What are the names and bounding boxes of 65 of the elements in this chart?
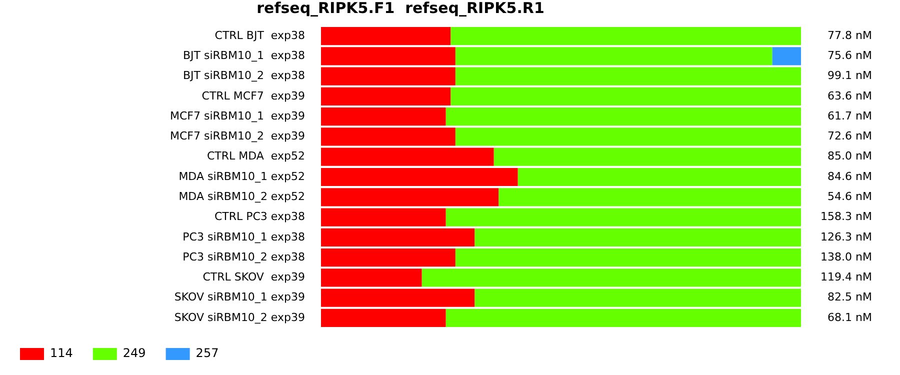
bar	[450, 27, 801, 46]
text: 99.1 nM	[828, 69, 872, 82]
text: 61.7 nM	[828, 109, 872, 122]
text: 77.8 nM	[828, 28, 872, 42]
y-tick-label: MDA siRBM10_2 exp52	[178, 190, 305, 203]
bar	[455, 47, 772, 66]
bar	[321, 188, 499, 206]
y-tick-label: CTRL MCF7 exp39	[202, 89, 305, 102]
bar	[455, 128, 801, 146]
bar	[422, 268, 801, 287]
bar	[498, 188, 801, 206]
bar	[321, 248, 456, 267]
text: 75.6 nM	[828, 49, 872, 62]
text: 63.6 nM	[828, 89, 872, 102]
text: 119.4 nM	[820, 270, 872, 284]
y-tick-label: SKOV siRBM10_1 exp39	[174, 290, 305, 304]
y-tick-label: CTRL BJT exp38	[214, 28, 305, 42]
y-tick-label: CTRL PC3 exp38	[214, 210, 305, 224]
bar	[321, 27, 451, 46]
text: 68.1 nM	[828, 310, 872, 324]
bar	[321, 108, 446, 126]
text: 84.6 nM	[828, 170, 872, 183]
text: 138.0 nM	[820, 250, 872, 264]
bar	[321, 288, 475, 307]
bar	[518, 168, 801, 186]
text: 54.6 nM	[828, 190, 872, 203]
y-tick-label: PC3 siRBM10_1 exp38	[182, 230, 305, 244]
text: 72.6 nM	[828, 130, 872, 143]
bar	[446, 308, 801, 327]
bar	[321, 87, 451, 106]
text: 126.3 nM	[820, 230, 872, 244]
bar	[446, 208, 801, 226]
bar	[321, 308, 446, 327]
y-tick-label: BJT siRBM10_2 exp38	[182, 69, 305, 82]
y-tick-label: BJT siRBM10_1 exp38	[182, 49, 305, 62]
bar	[455, 67, 801, 86]
bar	[321, 208, 446, 226]
bar	[474, 288, 801, 307]
text: 85.0 nM	[828, 150, 872, 163]
bar	[494, 148, 801, 166]
y-tick-label: CTRL SKOV exp39	[202, 270, 305, 284]
y-tick-label: CTRL MDA exp52	[206, 150, 305, 163]
legend-label: 114	[50, 346, 73, 360]
chart-title: refseq_RIPK5.F1 refseq_RIPK5.R1	[256, 0, 544, 17]
y-tick-label: MDA siRBM10_1 exp52	[178, 170, 305, 183]
bar	[321, 47, 456, 66]
y-tick-label: PC3 siRBM10_2 exp38	[182, 250, 305, 264]
bar	[321, 268, 422, 287]
bar	[450, 87, 801, 106]
y-tick-label: MCF7 siRBM10_1 exp39	[170, 109, 305, 122]
bar	[321, 168, 518, 186]
bar	[321, 228, 475, 246]
bar	[321, 148, 494, 166]
bar	[446, 108, 801, 126]
bar	[474, 228, 801, 246]
bar	[321, 128, 456, 146]
text: 82.5 nM	[828, 290, 872, 304]
y-tick-label: MCF7 siRBM10_2 exp39	[170, 130, 305, 143]
y-tick-label: SKOV siRBM10_2 exp39	[174, 310, 305, 324]
legend-label: 249	[122, 346, 146, 360]
bar	[772, 47, 801, 66]
text: 158.3 nM	[820, 210, 872, 224]
bar	[455, 248, 801, 267]
legend-label: 257	[196, 346, 219, 360]
bar	[321, 67, 456, 86]
